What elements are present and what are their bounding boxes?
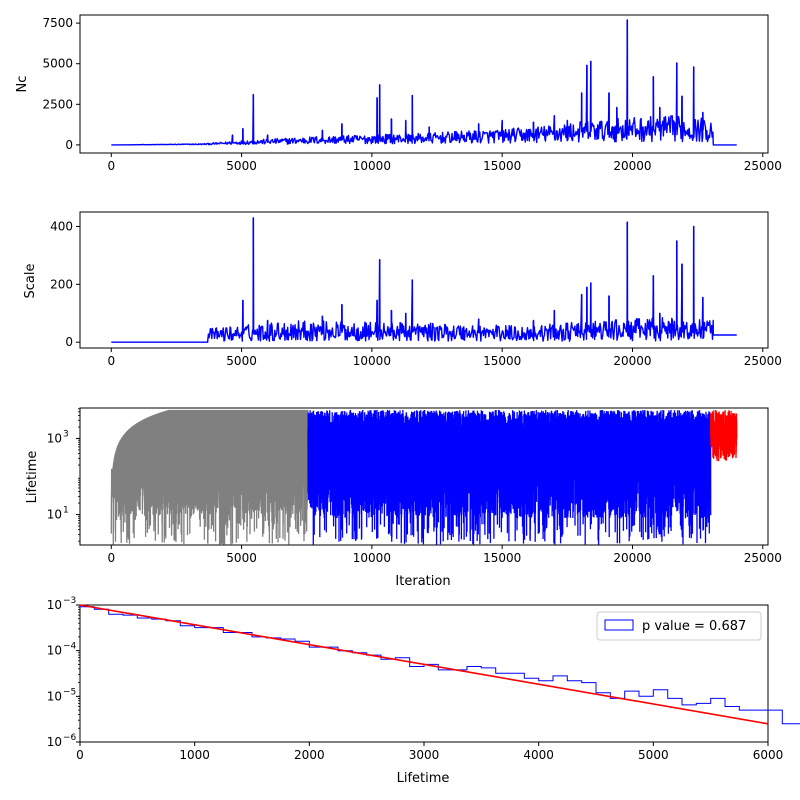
series-segment [110,409,309,545]
x-tick-label: 0 [107,159,115,173]
x-tick-label: 15000 [483,159,521,173]
panel-lifetime-iter-ylabel: Lifetime [25,451,40,504]
x-tick-label: 2000 [294,748,325,762]
panel-scale-ylabel: Scale [23,264,38,299]
series-line [111,217,737,343]
x-tick-label: 10000 [353,354,391,368]
y-tick-exponent: −4 [63,642,77,652]
y-tick-label: 10 [47,508,62,522]
x-tick-label: 20000 [613,354,651,368]
legend-swatch [604,619,634,631]
y-tick-label: 7500 [42,16,73,30]
panel-scale-plot-area [111,217,737,343]
y-tick-label: 10 [47,598,62,612]
y-tick-label: 10 [47,431,62,445]
x-tick-label: 5000 [638,748,669,762]
x-tick-label: 15000 [483,551,521,565]
y-tick-label: 0 [65,335,73,349]
y-tick-label: 5000 [42,57,73,71]
y-tick-exponent: −5 [63,687,76,697]
x-tick-label: 20000 [613,551,651,565]
x-tick-label: 4000 [523,748,554,762]
x-tick-label: 1000 [179,748,210,762]
x-tick-label: 10000 [353,159,391,173]
panel-lifetime-hist-xlabel: Lifetime [397,771,450,786]
x-tick-label: 6000 [753,748,784,762]
y-tick-label: 400 [50,219,73,233]
panel-nc-plot-area [111,19,737,146]
y-tick-exponent: 1 [63,506,69,516]
x-tick-label: 0 [107,354,115,368]
panel-nc: 0 5000 10000 15000 20000 25000 0 2500 5000 7500 N… [15,14,782,173]
series-segment [710,409,738,462]
y-tick-label: 10 [47,689,62,703]
panel-scale: 0 5000 10000 15000 20000 25000 0 200 400 Scale [23,211,782,368]
panel-lifetime-iter-frame [79,407,769,546]
legend-label: p value = 0.687 [642,619,746,634]
y-tick-label: 10 [47,735,62,749]
panel-nc-ylabel: Nc [15,76,30,93]
panel-lifetime-iter-xlabel: Iteration [395,574,450,589]
series-segment [307,409,712,545]
panel-scale-frame [79,211,769,349]
x-tick-label: 25000 [744,354,782,368]
fit-line [79,604,769,725]
legend-box [596,611,762,641]
legend: p value = 0.687 [596,611,762,641]
panel-nc-frame [79,14,769,154]
series-group [110,409,738,545]
y-tick-exponent: −3 [63,596,76,606]
x-tick-label: 5000 [226,551,257,565]
panel-scale-axes: 0 5000 10000 15000 20000 25000 0 200 400 [50,219,782,368]
panel-nc-axes: 0 5000 10000 15000 20000 25000 0 2500 5000 7500 [42,16,781,173]
x-tick-label: 5000 [226,159,257,173]
series-line [111,19,737,146]
x-tick-label: 10000 [353,551,391,565]
x-tick-label: 3000 [409,748,440,762]
panel-lifetime-hist-plot-area [79,604,800,725]
y-tick-exponent: −6 [63,733,77,743]
histogram-step [80,606,800,725]
y-tick-label: 10 [47,644,62,658]
y-tick-exponent: 3 [63,429,69,439]
x-tick-label: 5000 [226,354,257,368]
x-tick-label: 0 [107,551,115,565]
y-tick-label: 200 [50,277,73,291]
x-tick-label: 15000 [483,354,521,368]
y-tick-label: 0 [65,138,73,152]
panel-lifetime-iter-plot-area [110,409,738,545]
y-tick-label: 2500 [42,97,73,111]
x-tick-label: 25000 [744,159,782,173]
x-tick-label: 0 [76,748,84,762]
x-tick-label: 20000 [613,159,651,173]
x-tick-label: 25000 [744,551,782,565]
